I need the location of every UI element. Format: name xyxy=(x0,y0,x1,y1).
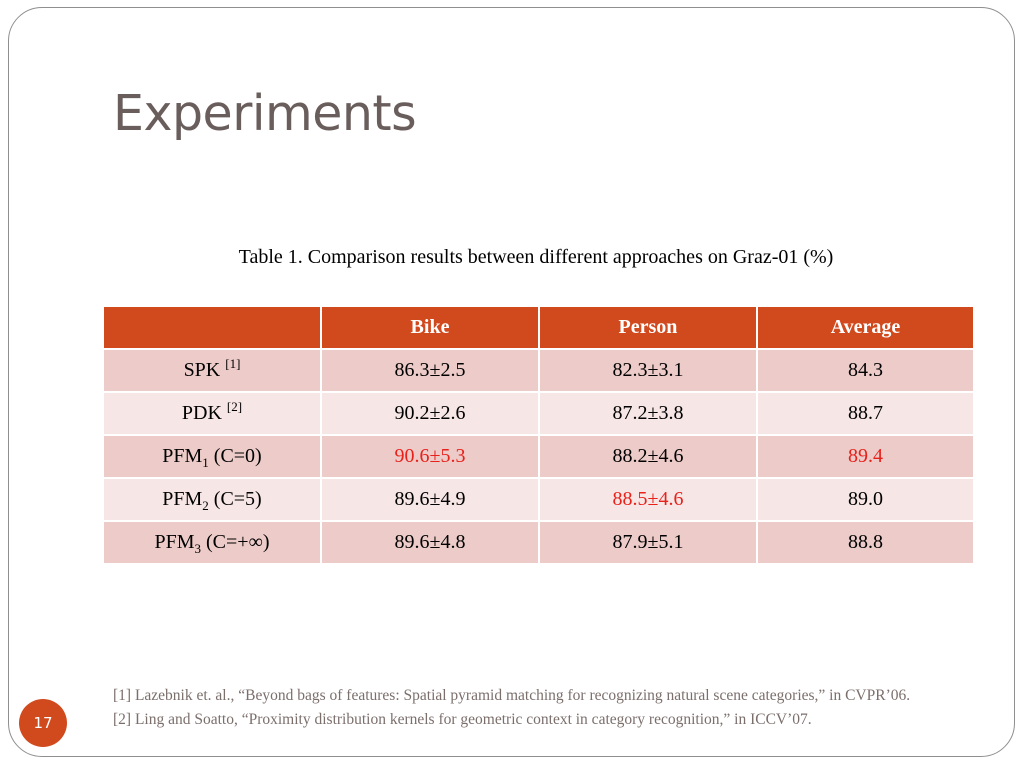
table-caption: Table 1. Comparison results between diff… xyxy=(238,246,834,268)
table-row: PFM2 (C=5) 89.6±4.9 88.5±4.6 89.0 xyxy=(102,477,975,522)
table-row: PFM1 (C=0) 90.6±5.3 88.2±4.6 89.4 xyxy=(102,434,975,479)
bike-cell: 90.2±2.6 xyxy=(320,391,540,436)
person-cell-highlight: 88.5±4.6 xyxy=(538,477,758,522)
table-row: PDK [2] 90.2±2.6 87.2±3.8 88.7 xyxy=(102,391,975,436)
header-empty-cell xyxy=(102,305,322,350)
method-cell: PDK [2] xyxy=(102,391,322,436)
bike-cell: 86.3±2.5 xyxy=(320,348,540,393)
average-cell: 84.3 xyxy=(756,348,975,393)
reference-1: [1] Lazebnik et. al., “Beyond bags of fe… xyxy=(113,687,911,704)
references: [1] Lazebnik et. al., “Beyond bags of fe… xyxy=(113,684,973,732)
person-cell: 82.3±3.1 xyxy=(538,348,758,393)
method-name: SPK xyxy=(183,359,221,381)
method-param: (C=0) xyxy=(213,445,262,467)
slide-title: Experiments xyxy=(113,85,417,142)
slide-number-badge: 17 xyxy=(19,699,67,747)
comparison-table: Bike Person Average SPK [1] 86.3±2.5 82.… xyxy=(102,305,975,565)
method-cell: SPK [1] xyxy=(102,348,322,393)
method-citation: [2] xyxy=(226,399,243,414)
average-cell: 88.7 xyxy=(756,391,975,436)
table-header-row: Bike Person Average xyxy=(102,305,975,350)
method-name: PDK xyxy=(181,402,222,424)
method-param: (C=+∞) xyxy=(206,531,270,553)
method-param: (C=5) xyxy=(213,488,262,510)
method-name: PFM xyxy=(162,445,203,467)
method-name: PFM xyxy=(162,488,203,510)
method-name: PFM xyxy=(154,531,195,553)
slide-frame xyxy=(8,7,1015,757)
method-subscript: 1 xyxy=(202,455,209,470)
method-cell: PFM1 (C=0) xyxy=(102,434,322,479)
table-row: PFM3 (C=+∞) 89.6±4.8 87.9±5.1 88.8 xyxy=(102,520,975,565)
bike-cell-highlight: 90.6±5.3 xyxy=(320,434,540,479)
method-subscript: 2 xyxy=(202,498,209,513)
average-cell-highlight: 89.4 xyxy=(756,434,975,479)
header-bike: Bike xyxy=(320,305,540,350)
person-cell: 87.2±3.8 xyxy=(538,391,758,436)
method-cell: PFM3 (C=+∞) xyxy=(102,520,322,565)
table-row: SPK [1] 86.3±2.5 82.3±3.1 84.3 xyxy=(102,348,975,393)
bike-cell: 89.6±4.8 xyxy=(320,520,540,565)
person-cell: 88.2±4.6 xyxy=(538,434,758,479)
header-person: Person xyxy=(538,305,758,350)
method-subscript: 3 xyxy=(194,541,202,556)
method-cell: PFM2 (C=5) xyxy=(102,477,322,522)
person-cell: 87.9±5.1 xyxy=(538,520,758,565)
average-cell: 89.0 xyxy=(756,477,975,522)
reference-2: [2] Ling and Soatto, “Proximity distribu… xyxy=(113,711,812,728)
method-citation: [1] xyxy=(225,356,241,371)
average-cell: 88.8 xyxy=(756,520,975,565)
header-average: Average xyxy=(756,305,975,350)
bike-cell: 89.6±4.9 xyxy=(320,477,540,522)
